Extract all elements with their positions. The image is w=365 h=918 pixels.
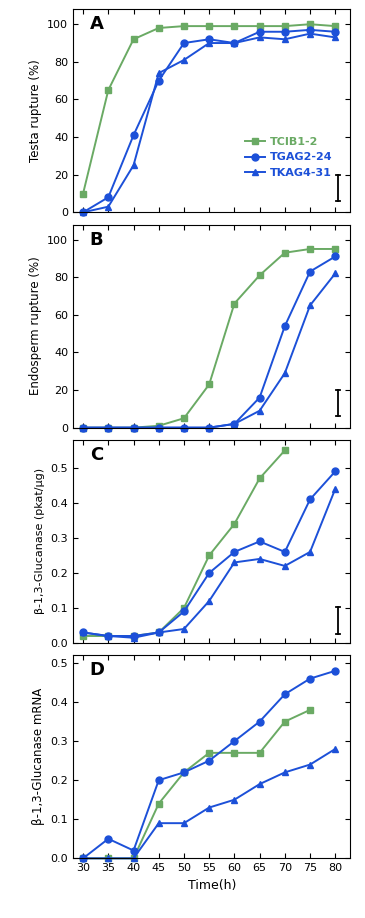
Text: C: C <box>90 446 103 464</box>
Y-axis label: β-1,3-Glucanase mRNA: β-1,3-Glucanase mRNA <box>32 688 45 825</box>
Text: B: B <box>90 230 103 249</box>
Y-axis label: Endosperm rupture (%): Endosperm rupture (%) <box>28 257 42 396</box>
Y-axis label: Testa rupture (%): Testa rupture (%) <box>28 60 42 162</box>
Y-axis label: β-1,3-Glucanase (pkat/μg): β-1,3-Glucanase (pkat/μg) <box>35 468 45 614</box>
X-axis label: Time(h): Time(h) <box>188 879 236 891</box>
Text: D: D <box>90 661 105 679</box>
Legend: TCIB1-2, TGAG2-24, TKAG4-31: TCIB1-2, TGAG2-24, TKAG4-31 <box>241 132 337 183</box>
Text: A: A <box>90 16 104 33</box>
